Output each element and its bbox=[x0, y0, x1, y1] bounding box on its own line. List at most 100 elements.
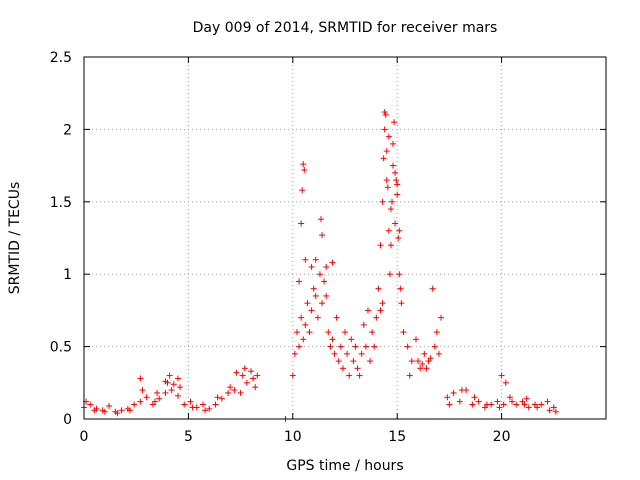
data-point bbox=[296, 343, 303, 350]
data-point bbox=[429, 285, 436, 292]
data-point bbox=[506, 394, 513, 401]
data-point bbox=[335, 358, 342, 365]
data-point bbox=[381, 126, 388, 133]
data-point bbox=[174, 375, 181, 382]
data-point bbox=[391, 119, 398, 126]
data-point bbox=[151, 398, 158, 405]
data-point bbox=[438, 314, 445, 321]
data-point bbox=[202, 407, 209, 414]
chart-title: Day 009 of 2014, SRMTID for receiver mar… bbox=[193, 20, 498, 36]
data-point bbox=[364, 307, 371, 314]
data-point bbox=[350, 358, 357, 365]
data-point bbox=[233, 369, 240, 376]
data-point bbox=[419, 360, 426, 367]
data-point bbox=[356, 372, 363, 379]
data-point bbox=[475, 398, 482, 405]
data-point bbox=[300, 336, 307, 343]
data-point bbox=[417, 365, 424, 372]
data-point bbox=[331, 350, 338, 357]
data-point bbox=[415, 358, 422, 365]
data-point bbox=[534, 404, 541, 411]
data-point bbox=[170, 381, 177, 388]
data-point bbox=[446, 401, 453, 408]
data-point bbox=[344, 350, 351, 357]
data-point bbox=[248, 368, 255, 375]
data-point bbox=[392, 220, 399, 227]
data-point bbox=[143, 394, 150, 401]
data-point bbox=[333, 314, 340, 321]
data-point bbox=[388, 198, 395, 205]
data-point bbox=[126, 407, 133, 414]
data-point bbox=[371, 343, 378, 350]
data-point bbox=[137, 375, 144, 382]
data-point bbox=[367, 358, 374, 365]
x-axis-label: GPS time / hours bbox=[286, 458, 403, 474]
data-point bbox=[325, 329, 332, 336]
data-point bbox=[225, 389, 232, 396]
data-point bbox=[427, 355, 434, 362]
data-point bbox=[319, 300, 326, 307]
data-point bbox=[162, 378, 169, 385]
data-point bbox=[377, 307, 384, 314]
data-point bbox=[435, 350, 442, 357]
axis-ticks: 0 5 10 15 20 0 0.5 1 1.5 2 2.5 bbox=[50, 50, 606, 445]
data-point bbox=[471, 394, 478, 401]
data-point bbox=[293, 329, 300, 336]
plot-frame bbox=[83, 56, 607, 420]
data-point bbox=[306, 329, 313, 336]
data-point bbox=[398, 300, 405, 307]
data-point bbox=[312, 256, 319, 263]
x-tick-label: 0 bbox=[80, 429, 89, 445]
data-point bbox=[302, 256, 309, 263]
data-point bbox=[498, 372, 505, 379]
data-point bbox=[362, 343, 369, 350]
data-point bbox=[156, 395, 163, 402]
data-point bbox=[308, 263, 315, 270]
data-point bbox=[385, 227, 392, 234]
data-point bbox=[352, 343, 359, 350]
data-point bbox=[101, 408, 108, 415]
data-point bbox=[544, 398, 551, 405]
data-point bbox=[521, 401, 528, 408]
data-point bbox=[423, 365, 430, 372]
data-point bbox=[458, 387, 465, 394]
x-tick-label: 20 bbox=[493, 429, 511, 445]
data-point bbox=[381, 109, 388, 116]
data-point bbox=[390, 140, 397, 147]
data-point bbox=[118, 407, 125, 414]
data-point bbox=[450, 389, 457, 396]
x-tick-label: 10 bbox=[284, 429, 302, 445]
data-point bbox=[177, 384, 184, 391]
data-point bbox=[250, 375, 257, 382]
data-point bbox=[397, 285, 404, 292]
data-point bbox=[289, 372, 296, 379]
data-point bbox=[241, 365, 248, 372]
data-point bbox=[369, 329, 376, 336]
data-point bbox=[396, 227, 403, 234]
data-point bbox=[243, 379, 250, 386]
data-point bbox=[327, 343, 334, 350]
data-point bbox=[114, 410, 121, 417]
data-point bbox=[384, 184, 391, 191]
data-point bbox=[502, 379, 509, 386]
data-point bbox=[456, 398, 463, 405]
data-point bbox=[304, 300, 311, 307]
data-point bbox=[312, 292, 319, 299]
data-point bbox=[373, 314, 380, 321]
data-point bbox=[237, 389, 244, 396]
x-tick-label: 15 bbox=[388, 429, 406, 445]
data-point bbox=[323, 263, 330, 270]
data-point bbox=[298, 314, 305, 321]
data-point bbox=[509, 398, 516, 405]
data-point bbox=[200, 401, 207, 408]
data-point bbox=[387, 242, 394, 249]
data-point bbox=[301, 166, 308, 173]
y-tick-label: 1 bbox=[63, 267, 72, 283]
data-point bbox=[433, 329, 440, 336]
data-point bbox=[496, 404, 503, 411]
data-point bbox=[329, 336, 336, 343]
data-point bbox=[396, 271, 403, 278]
data-point bbox=[390, 162, 397, 169]
